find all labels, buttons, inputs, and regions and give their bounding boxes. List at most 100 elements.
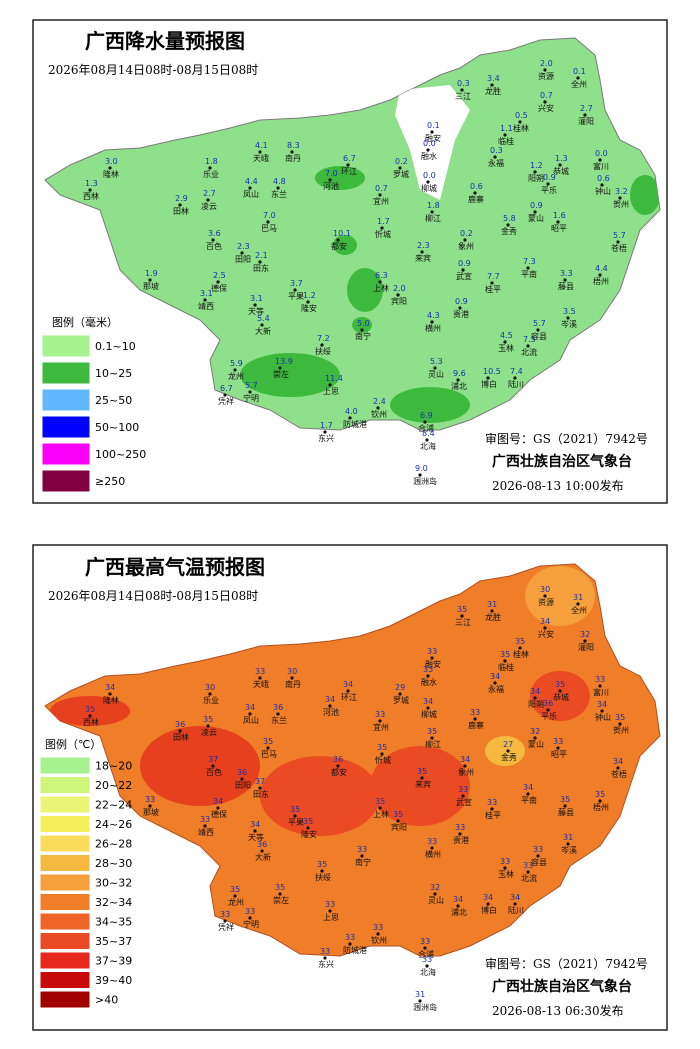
station-name: 宾阳 <box>391 822 407 832</box>
station-dot <box>306 826 310 830</box>
station-value: 1.2 <box>530 161 543 170</box>
station-dot <box>328 704 332 708</box>
station-name: 平果 <box>288 292 304 301</box>
legend-swatch <box>41 361 91 385</box>
station-dot <box>336 238 340 242</box>
station-name: 涠洲岛 <box>413 476 437 486</box>
rain-areas <box>240 85 660 423</box>
station-value: 11.4 <box>325 374 343 383</box>
station-dot <box>430 130 434 134</box>
station-name: 钦州 <box>371 935 387 945</box>
station-value: 33 <box>375 710 385 719</box>
legend-swatch <box>39 854 91 872</box>
station-name: 富川 <box>593 687 609 697</box>
station-dot <box>216 280 220 284</box>
station-dot <box>258 150 262 154</box>
station-name: 融水 <box>421 151 437 161</box>
station-dot <box>148 278 152 282</box>
station-dot <box>503 133 507 137</box>
station-dot <box>513 376 517 380</box>
station-name: 藤县 <box>558 807 574 817</box>
station-dot <box>546 708 550 712</box>
station-value: 0.9 <box>455 297 468 306</box>
station-dot <box>346 163 350 167</box>
station-name: 梧州 <box>593 802 609 812</box>
station-name: 阳朔 <box>528 173 544 183</box>
station-dot <box>556 220 560 224</box>
station-dot <box>463 238 467 242</box>
station-dot <box>278 366 282 370</box>
station-name: 那坡 <box>143 281 159 291</box>
station-value: 5.8 <box>503 214 516 223</box>
station-name: 昭平 <box>551 750 567 759</box>
station-name: 平南 <box>521 269 537 279</box>
station-name: 桂林 <box>513 123 529 133</box>
station-value: 0.0 <box>423 171 436 180</box>
station-dot <box>376 406 380 410</box>
station-dot <box>600 183 604 187</box>
station-name: 临桂 <box>498 662 514 672</box>
station-value: 34 <box>597 700 607 709</box>
station-value: 0.7 <box>540 91 553 100</box>
station-name: 临桂 <box>498 136 514 146</box>
station-name: 陆川 <box>508 905 524 915</box>
station-name: 巴马 <box>261 750 277 759</box>
station-name: 灵山 <box>428 369 444 379</box>
station-dot <box>206 724 210 728</box>
station-name: 柳江 <box>425 213 441 223</box>
station-dot <box>423 420 427 424</box>
station-value: 6.9 <box>420 411 433 420</box>
legend-label: 20~22 <box>95 779 132 792</box>
station-name: 恭城 <box>553 167 569 176</box>
station-dot <box>378 280 382 284</box>
station-dot <box>430 210 434 214</box>
station-value: 8.4 <box>422 429 435 438</box>
station-value: 4.8 <box>273 177 286 186</box>
station-value: 35 <box>615 713 625 722</box>
legend-swatch <box>39 990 91 1009</box>
station-dot <box>598 273 602 277</box>
legend-swatch <box>39 873 91 892</box>
station-dot <box>486 902 490 906</box>
legend-label: 10~25 <box>95 367 132 380</box>
station-value: 1.8 <box>205 157 218 166</box>
station-name: 灌阳 <box>578 642 594 652</box>
station-dot <box>490 609 494 613</box>
station-dot <box>248 390 252 394</box>
station-dot <box>458 306 462 310</box>
station-value: 30 <box>287 667 297 676</box>
station-dot <box>430 736 434 740</box>
station-dot <box>600 709 604 713</box>
station-value: 29 <box>395 683 405 692</box>
station-name: 兴安 <box>538 103 554 113</box>
station-dot <box>543 68 547 72</box>
station-value: 0.9 <box>543 173 556 182</box>
station-name: 靖西 <box>198 301 214 311</box>
station-dot <box>203 824 207 828</box>
station-name: 龙胜 <box>485 86 501 96</box>
station-name: 都安 <box>331 767 347 777</box>
station-name: 藤县 <box>558 281 574 291</box>
station-dot <box>208 166 212 170</box>
station-name: 凭祥 <box>218 396 234 406</box>
station-dot <box>88 188 92 192</box>
station-name: 横州 <box>425 849 441 859</box>
station-name: 平果 <box>288 818 304 827</box>
station-dot <box>240 777 244 781</box>
station-dot <box>518 646 522 650</box>
station-value: 34 <box>325 695 335 704</box>
station-name: 阳朔 <box>528 699 544 709</box>
station-name: 隆安 <box>301 303 317 313</box>
station-dot <box>290 150 294 154</box>
legend-swatch <box>39 834 91 853</box>
station-value: 35 <box>457 605 467 614</box>
station-dot <box>276 712 280 716</box>
station-dot <box>426 706 430 710</box>
station-name: 三江 <box>455 92 471 101</box>
station-value: 1.3 <box>85 179 98 188</box>
station-value: 33 <box>500 857 510 866</box>
station-name: 贵港 <box>453 835 469 845</box>
station-dot <box>248 186 252 190</box>
legend-label: 100~250 <box>95 448 146 461</box>
station-name: 合浦 <box>418 423 434 433</box>
